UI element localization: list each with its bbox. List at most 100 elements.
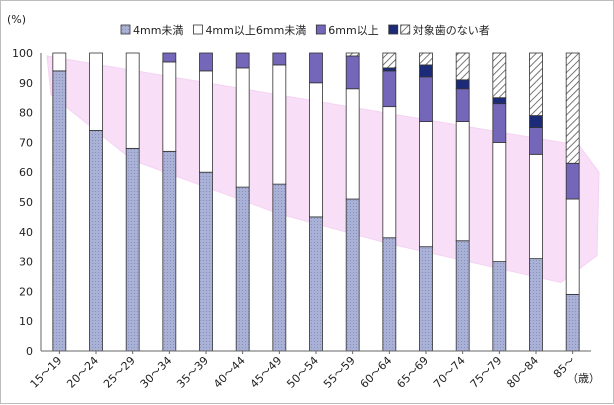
bar-segment-12-1 xyxy=(492,141,507,262)
bar-segment-7-1 xyxy=(309,82,323,218)
bar-segment-12-3 xyxy=(492,97,507,105)
bar-segment-0-1 xyxy=(52,52,67,72)
bar-segment-9-4 xyxy=(382,52,397,69)
bar-segment-4-2 xyxy=(199,52,213,72)
bar-group-6 xyxy=(272,52,287,352)
bar-group-10 xyxy=(419,52,433,352)
legend-label-2: 6mm以上 xyxy=(328,24,378,37)
bar-segment-6-0 xyxy=(272,183,287,352)
bar-group-12 xyxy=(492,52,507,352)
bar-segment-10-1 xyxy=(419,121,433,248)
bar-segment-2-1 xyxy=(125,52,140,149)
bar-segment-8-2 xyxy=(345,55,360,90)
bar-segment-13-4 xyxy=(529,52,543,116)
y-tick-label-8: 80 xyxy=(19,107,33,120)
x-tick-label-0: 15～19 xyxy=(28,354,65,391)
y-tick-label-1: 10 xyxy=(19,315,33,328)
bar-segment-14-2 xyxy=(565,162,580,200)
bar-segment-11-3 xyxy=(455,79,470,90)
legend-label-1: 4mm以上6mm未満 xyxy=(205,24,306,37)
x-tick-label-13: 80～84 xyxy=(504,354,541,391)
x-tick-label-11: 70～74 xyxy=(431,354,468,391)
y-tick-label-3: 30 xyxy=(19,256,33,269)
bar-segment-11-2 xyxy=(455,88,470,122)
bar-segment-11-4 xyxy=(455,52,470,81)
bar-segment-13-3 xyxy=(529,115,543,128)
bar-group-11 xyxy=(455,52,470,352)
bar-segment-12-2 xyxy=(492,103,507,143)
bar-segment-6-1 xyxy=(272,64,287,185)
bar-group-13 xyxy=(529,52,543,352)
bars xyxy=(52,52,580,352)
y-unit-label: (%) xyxy=(7,13,26,26)
bar-segment-9-1 xyxy=(382,106,397,239)
bar-segment-13-1 xyxy=(529,153,543,260)
bar-group-8 xyxy=(345,52,360,352)
bar-segment-13-0 xyxy=(529,258,543,352)
bar-segment-10-2 xyxy=(419,76,433,122)
x-unit-label: （歳） xyxy=(567,372,600,385)
bar-group-0 xyxy=(52,52,67,352)
y-tick-label-6: 60 xyxy=(19,166,33,179)
legend-label-0: 4mm未満 xyxy=(133,24,183,37)
bar-group-3 xyxy=(162,52,177,352)
y-tick-label-7: 70 xyxy=(19,136,33,149)
bar-segment-5-0 xyxy=(235,186,250,352)
bar-segment-14-1 xyxy=(565,198,580,295)
x-tick-label-12: 75～79 xyxy=(468,354,505,391)
x-tick-label-6: 45～49 xyxy=(248,354,285,391)
bar-segment-10-4 xyxy=(419,52,433,66)
bar-group-2 xyxy=(125,52,140,352)
x-tick-label-2: 25～29 xyxy=(101,354,138,391)
bar-segment-2-0 xyxy=(125,147,140,352)
bar-segment-9-2 xyxy=(382,70,397,108)
x-tick-label-9: 60～64 xyxy=(358,354,395,391)
bar-segment-11-1 xyxy=(455,121,470,242)
bar-segment-3-0 xyxy=(162,150,177,352)
bar-segment-14-4 xyxy=(565,52,580,164)
bar-segment-8-4 xyxy=(345,52,360,57)
bar-segment-7-0 xyxy=(309,216,323,352)
bar-segment-9-3 xyxy=(382,67,397,72)
bar-segment-5-1 xyxy=(235,67,250,188)
bar-segment-3-1 xyxy=(162,61,177,152)
bar-group-7 xyxy=(309,52,323,352)
bar-segment-4-1 xyxy=(199,70,213,173)
legend-swatch-2 xyxy=(315,24,326,35)
x-tick-label-7: 50～54 xyxy=(284,354,321,391)
bar-segment-13-2 xyxy=(529,127,543,155)
bar-segment-8-1 xyxy=(345,88,360,200)
bar-segment-3-2 xyxy=(162,52,177,63)
x-tick-label-1: 20～24 xyxy=(64,354,101,391)
bar-segment-10-3 xyxy=(419,64,433,78)
x-tick-label-5: 40～44 xyxy=(211,354,248,391)
legend-swatch-0 xyxy=(120,24,131,35)
x-tick-label-3: 30～34 xyxy=(138,354,175,391)
bar-segment-0-0 xyxy=(52,70,67,352)
x-tick-label-4: 35～39 xyxy=(174,354,211,391)
bar-segment-10-0 xyxy=(419,246,433,352)
y-tick-label-2: 20 xyxy=(19,285,33,298)
legend-swatch-4 xyxy=(400,24,411,35)
x-tick-label-10: 65～69 xyxy=(394,354,431,391)
bar-group-5 xyxy=(235,52,250,352)
y-tick-label-10: 100 xyxy=(12,47,33,60)
bar-segment-9-0 xyxy=(382,237,397,352)
y-tick-label-9: 90 xyxy=(19,77,33,90)
legend-label-4: 対象歯のない者 xyxy=(413,23,490,37)
y-tick-label-5: 50 xyxy=(19,196,33,209)
bar-segment-8-0 xyxy=(345,198,360,352)
legend: 4mm未満 4mm以上6mm未満 6mm以上 対象歯のない者 xyxy=(120,23,490,37)
bar-segment-7-2 xyxy=(309,52,323,84)
legend-swatch-3 xyxy=(388,24,399,35)
bar-segment-12-4 xyxy=(492,52,507,99)
bar-group-1 xyxy=(89,52,103,352)
bar-segment-1-0 xyxy=(89,130,103,352)
bar-segment-6-2 xyxy=(272,52,287,66)
bar-group-4 xyxy=(199,52,213,352)
y-tick-label-0: 0 xyxy=(26,345,33,358)
x-tick-label-8: 55～59 xyxy=(321,354,358,391)
bar-segment-12-0 xyxy=(492,261,507,352)
